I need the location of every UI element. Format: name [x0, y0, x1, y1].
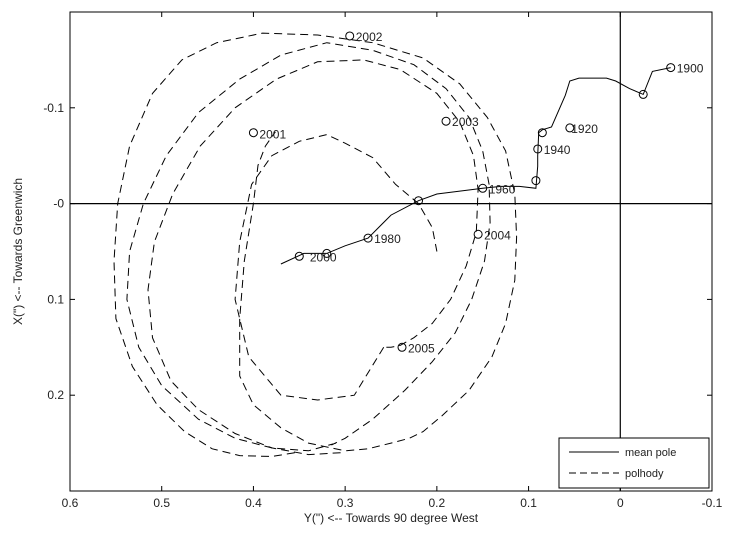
marker-15 — [397, 342, 407, 352]
legend-box — [558, 437, 710, 489]
legend-polhody-label: polhody — [625, 468, 664, 480]
polhody-line-1 — [113, 32, 518, 458]
polhody-line-2 — [126, 42, 491, 452]
marker-layer — [248, 31, 676, 352]
annotation-1900: 1900 — [677, 62, 704, 76]
x-tick-label-0: 0.6 — [62, 496, 79, 510]
polhody-line-3 — [147, 59, 479, 456]
marker-1 — [638, 89, 648, 99]
y-tick-label-3: 0.2 — [47, 388, 64, 402]
marker-12 — [345, 31, 355, 41]
y-tick-label-1: -0 — [53, 197, 64, 211]
mean-pole-line-0 — [280, 67, 671, 265]
marker-14 — [473, 229, 483, 239]
marker-13 — [441, 116, 451, 126]
series-layer — [113, 32, 671, 458]
annotation-2000: 2000 — [310, 250, 337, 264]
marker-10 — [294, 251, 304, 261]
annotation-2002: 2002 — [356, 30, 383, 44]
x-tick-label-2: 0.4 — [245, 496, 262, 510]
annotation-1920: 1920 — [571, 122, 598, 136]
annotation-2001: 2001 — [259, 128, 286, 142]
annotation-2003: 2003 — [452, 115, 479, 129]
y-tick-label-0: -0.1 — [43, 101, 64, 115]
marker-8 — [363, 233, 373, 243]
polhody-line-4 — [234, 134, 438, 401]
legend-mean-pole-label: mean pole — [625, 447, 676, 459]
annotation-2005: 2005 — [408, 341, 435, 355]
legend: mean pole polhody — [558, 437, 710, 489]
marker-11 — [248, 128, 258, 138]
tick-layer: 0.6 0.5 0.4 0.3 0.2 0.1 0 -0.1 -0.1 -0 0.1 0.2 — [43, 12, 723, 510]
annotation-2004: 2004 — [484, 228, 511, 242]
marker-6 — [478, 183, 488, 193]
marker-9 — [322, 248, 332, 258]
annotation-1940: 1940 — [544, 143, 571, 157]
marker-4 — [533, 144, 543, 154]
x-tick-label-3: 0.3 — [337, 496, 354, 510]
reference-lines — [70, 12, 712, 491]
plot-area — [69, 11, 713, 492]
x-tick-label-4: 0.2 — [429, 496, 446, 510]
x-tick-label-1: 0.5 — [153, 496, 170, 510]
annotation-1960: 1960 — [489, 182, 516, 196]
y-axis-label: X(") <-- Towards Greenwich — [11, 178, 25, 325]
x-tick-label-6: 0 — [617, 496, 624, 510]
marker-0 — [666, 63, 676, 73]
annotation-1980: 1980 — [374, 232, 401, 246]
marker-5 — [531, 176, 541, 186]
x-axis-label: Y(") <-- Towards 90 degree West — [304, 511, 479, 525]
marker-7 — [414, 196, 424, 206]
marker-3 — [537, 128, 547, 138]
x-tick-label-7: -0.1 — [702, 496, 723, 510]
y-tick-label-2: 0.1 — [47, 292, 64, 306]
marker-2 — [565, 123, 575, 133]
x-tick-label-5: 0.1 — [520, 496, 537, 510]
